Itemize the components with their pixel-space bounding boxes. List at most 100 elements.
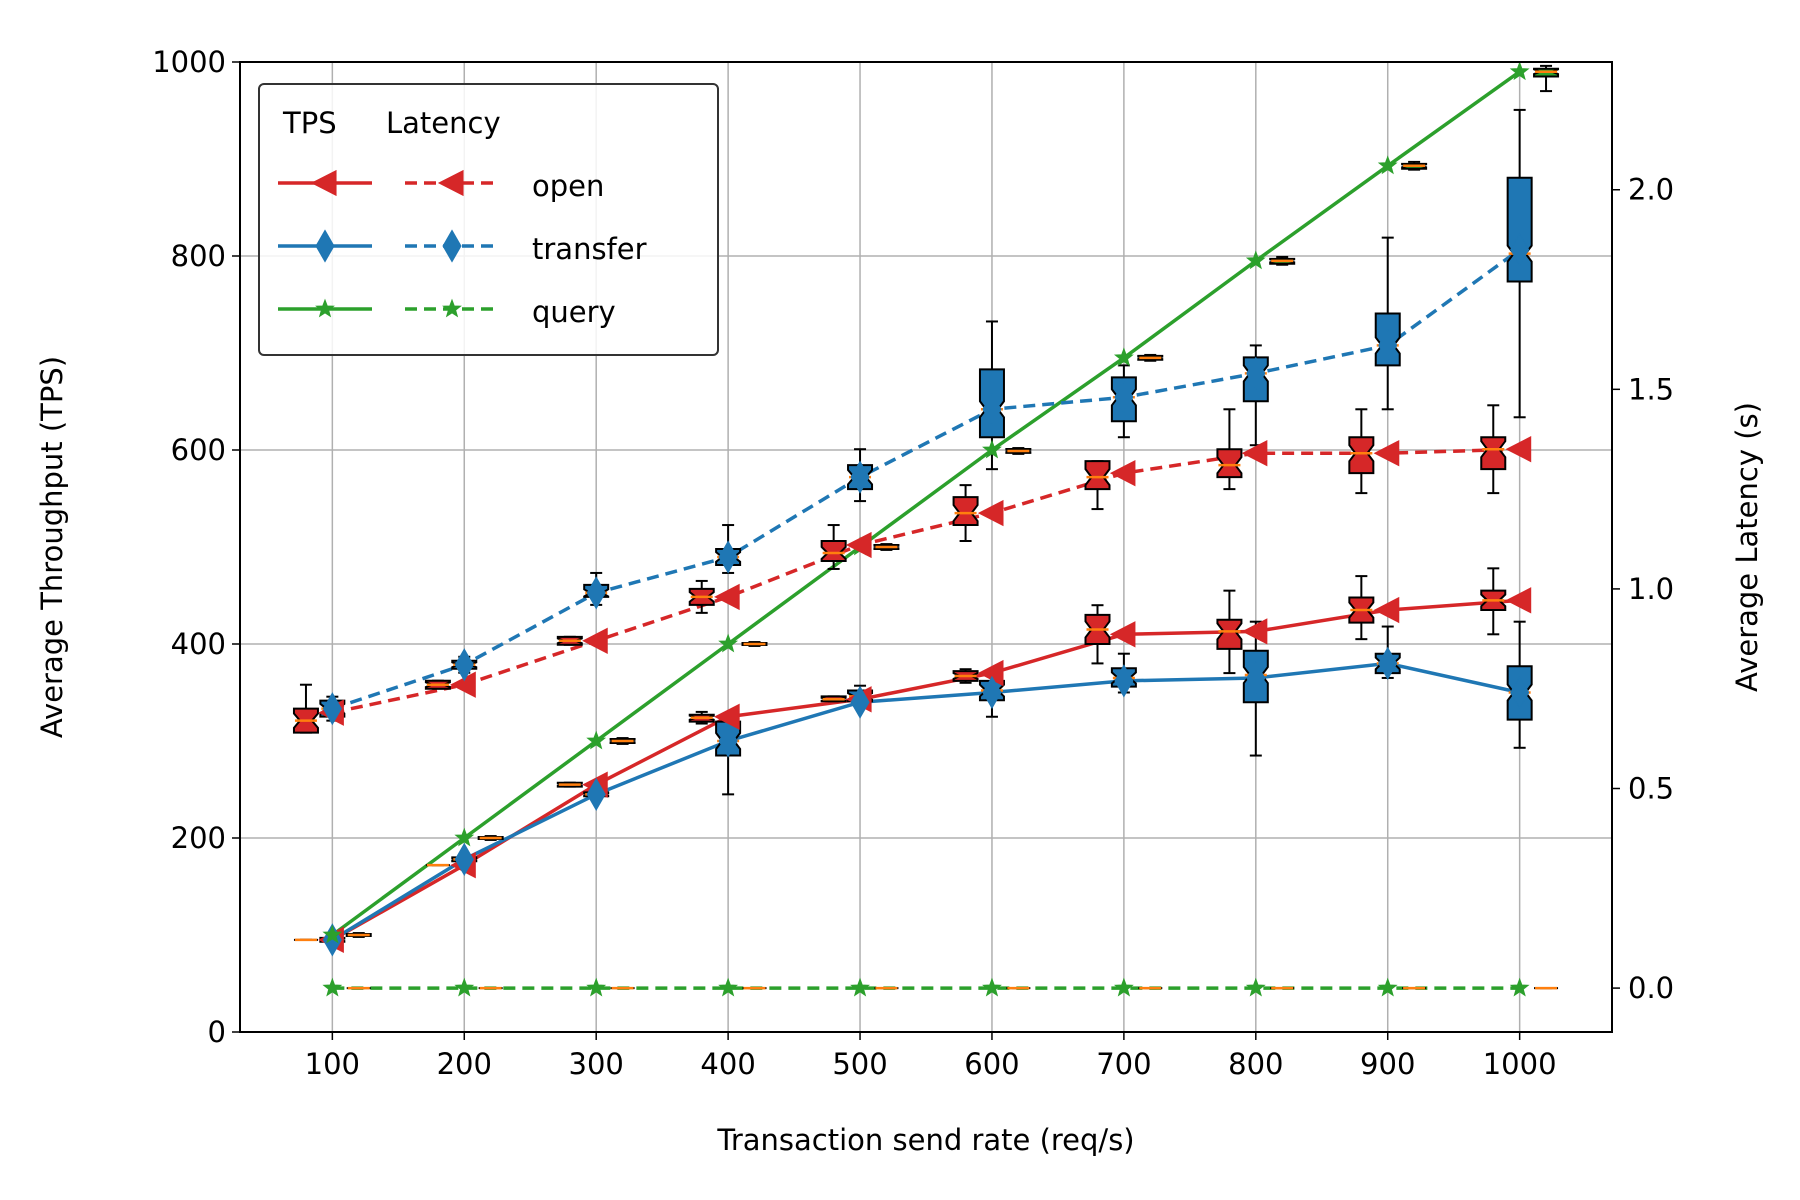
legend-label-open: open [532, 169, 604, 203]
box-open-tps [1480, 567, 1507, 636]
marker-transfer-latency [1246, 356, 1266, 390]
marker-query-latency [850, 977, 870, 997]
marker-query-latency [1509, 977, 1530, 997]
box-open-tps [1084, 604, 1111, 665]
box-body [1216, 448, 1243, 479]
marker-transfer-latency [454, 648, 474, 682]
legend-marker-open-tps [310, 169, 337, 197]
y-tick-label: 800 [171, 239, 226, 273]
marker-query-tps [1377, 155, 1398, 175]
marker-open-tps [1109, 621, 1136, 648]
marker-transfer-latency [982, 392, 1002, 426]
box-body [1216, 618, 1243, 650]
legend: TPS Latency open transfer query [258, 83, 719, 356]
marker-open-latency [1505, 436, 1532, 463]
box-open-latency [1216, 408, 1243, 491]
legend-box [258, 83, 719, 356]
marker-transfer-latency [322, 692, 342, 726]
marker-open-latency [845, 531, 872, 559]
box-open-latency [952, 484, 979, 543]
series-line-open-latency [331, 447, 1520, 715]
marker-transfer-latency [586, 576, 606, 610]
marker-open-latency [1109, 459, 1136, 487]
marker-transfer-latency [718, 540, 738, 574]
y2-tick-label: 1.5 [1628, 372, 1674, 406]
y2-tick-label: 1.0 [1628, 572, 1674, 606]
x-axis-label: Transaction send rate (req/s) [716, 1123, 1134, 1157]
x-tick-label: 200 [437, 1047, 492, 1081]
marker-query-latency [1245, 977, 1266, 997]
marker-transfer-tps [1246, 661, 1266, 695]
marker-transfer-tps [1378, 646, 1398, 681]
y2-tick-label: 0.5 [1628, 772, 1674, 806]
x-tick-label: 900 [1360, 1047, 1415, 1081]
legend-header-latency: Latency [386, 106, 501, 140]
marker-query-tps [586, 730, 607, 750]
box-open-latency [556, 635, 583, 646]
marker-transfer-tps [718, 724, 738, 758]
marker-transfer-latency [1378, 328, 1398, 363]
box-query-tps [1269, 255, 1296, 266]
legend-marker-transfer-tps [315, 229, 335, 263]
marker-transfer-tps [454, 842, 474, 876]
box-open-latency [688, 579, 715, 614]
y2-tick-label: 2.0 [1628, 173, 1674, 207]
plot-frame [239, 61, 1613, 1033]
legend-header-tps: TPS [282, 106, 337, 140]
box-query-tps [345, 932, 372, 938]
y2-axis-label: Average Latency (s) [1730, 402, 1764, 692]
box-query-tps [1401, 160, 1428, 171]
box-query-tps [1005, 447, 1032, 455]
marker-transfer-tps [1510, 675, 1530, 710]
y-tick-label: 0 [208, 1015, 226, 1049]
box-query-tps [873, 543, 900, 551]
marker-transfer-tps [586, 777, 606, 811]
marker-open-latency [714, 583, 740, 611]
series-lines [331, 70, 1521, 990]
box-open-latency [1348, 408, 1375, 495]
marker-query-latency [322, 977, 343, 997]
y-axis-label: Average Throughput (TPS) [35, 356, 69, 738]
legend-marker-open-latency [437, 169, 464, 197]
box-open-tps [556, 781, 583, 788]
x-tick-label: 300 [569, 1047, 624, 1081]
marker-query-latency [1113, 977, 1134, 997]
box-open-tps [688, 710, 715, 725]
marker-transfer-latency [1510, 233, 1530, 267]
marker-query-tps [718, 633, 739, 653]
box-body [1348, 436, 1375, 475]
box-open-latency [424, 679, 451, 690]
marker-transfer-tps [1114, 664, 1134, 698]
y2-tick-label: 0.0 [1628, 971, 1674, 1005]
y-tick-label: 1000 [152, 45, 226, 79]
legend-label-query: query [532, 295, 616, 329]
x-tick-label: 100 [305, 1047, 360, 1081]
marker-query-latency [586, 977, 607, 997]
x-tick-label: 700 [1096, 1047, 1151, 1081]
x-tick-label: 1000 [1483, 1047, 1557, 1081]
box-query-tps [741, 641, 768, 647]
box-open-tps [820, 695, 847, 703]
box-body [952, 496, 979, 527]
marker-query-tps [1245, 250, 1266, 270]
marker-query-tps [322, 924, 343, 944]
box-open-tps [1348, 575, 1375, 641]
marker-open-tps [1241, 618, 1268, 645]
box-query-tps [1533, 64, 1560, 93]
series-line-transfer-latency [331, 248, 1521, 711]
marker-open-latency [582, 627, 608, 654]
box-open-latency [1084, 460, 1111, 511]
marker-query-tps [1113, 347, 1134, 367]
series-line-query-tps [331, 70, 1521, 937]
legend-marker-query-latency [442, 298, 462, 318]
y-tick-label: 600 [171, 433, 226, 467]
box-body [1084, 460, 1111, 491]
box-query-tps [477, 835, 504, 841]
y-tick-label: 400 [171, 627, 226, 661]
box-query-tps [609, 737, 636, 745]
marker-open-latency [1241, 440, 1268, 467]
box-query-tps [1137, 353, 1164, 362]
marker-open-tps [1505, 587, 1532, 614]
box-body [820, 540, 847, 562]
